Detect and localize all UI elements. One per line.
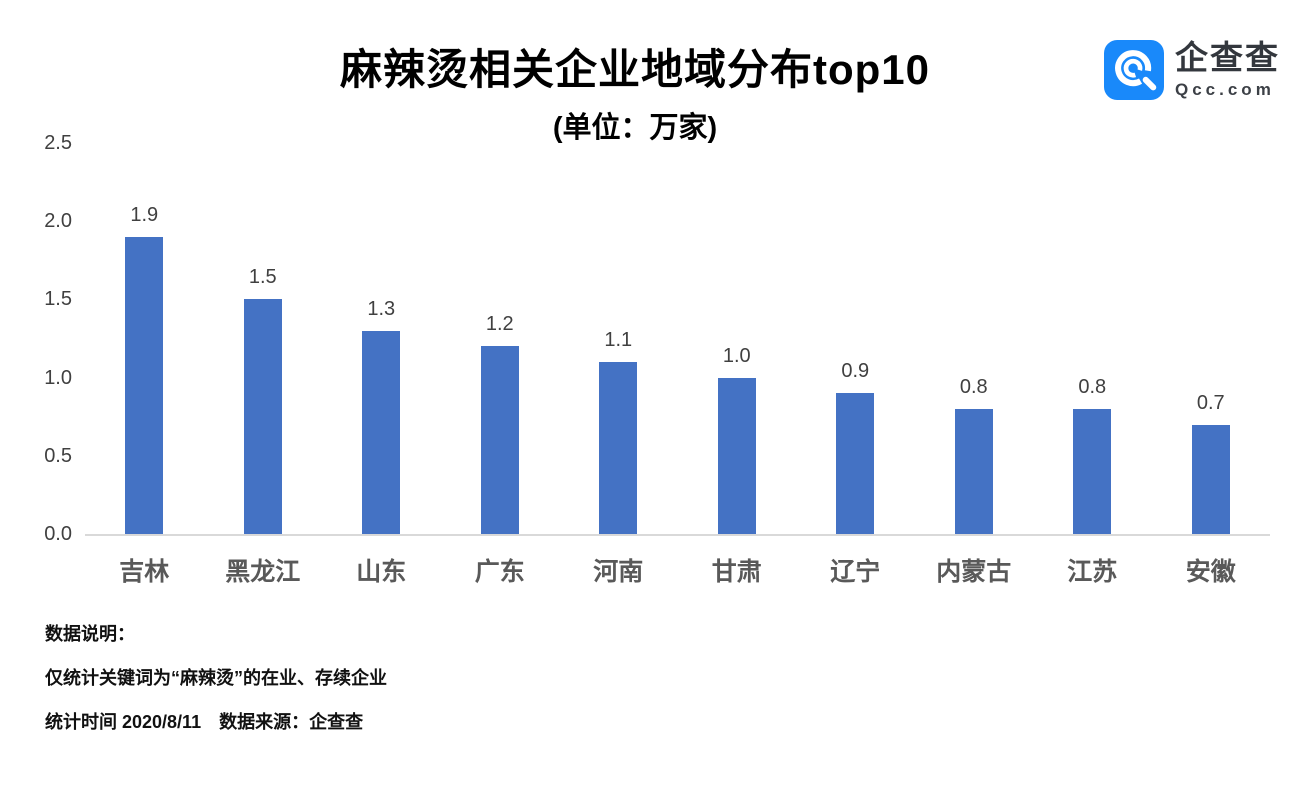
bar-value-label: 0.9 [841,360,870,382]
bar [125,237,164,534]
bar [836,393,875,534]
qcc-logo: 企查查 Qcc.com [1104,40,1280,100]
bar [1073,409,1112,534]
bar-slot: 1.1 河南 [559,143,678,586]
y-tick-label: 2.0 [44,210,72,233]
note-line-2: 统计时间 2020/8/11 数据来源：企查查 [45,712,364,732]
y-tick-label: 0.0 [44,523,72,545]
bar-slot: 1.0 甘肃 [678,143,797,586]
bar-value-label: 0.8 [1078,376,1107,398]
bar [599,362,638,534]
y-tick-label: 1.0 [44,366,72,389]
bar-value-label: 0.8 [959,376,988,398]
bar-value-label: 1.5 [248,266,277,288]
bar-value-label: 1.9 [130,204,159,226]
y-tick-label: 1.5 [44,288,72,311]
bar [243,299,282,534]
bar [1191,425,1230,534]
page-subtitle: (单位：万家) [552,112,718,144]
note-title: 数据说明： [45,624,135,644]
brand-name-en: Qcc.com [1175,79,1275,99]
category-label: 河南 [593,558,644,586]
category-label: 广东 [474,558,525,586]
qcc-logo-text: 企查查 Qcc.com [1175,40,1280,99]
bar-slot: 1.9 吉林 [85,143,204,586]
category-label: 安徽 [1185,558,1236,586]
category-label: 山东 [356,558,407,586]
bar-slot: 0.7 安徽 [1152,143,1271,586]
bar-slot: 1.5 黑龙江 [204,143,323,586]
bar-value-label: 1.2 [485,313,514,335]
bar-value-label: 0.7 [1196,392,1225,414]
plot-area: 1.9 吉林 1.5 黑龙江 1.3 山东 1.2 广东 1.1 河南 1.0 甘肃 0.9 辽宁 0.8 内… [85,143,1271,586]
y-tick-label: 2.5 [44,132,72,154]
bar [717,378,756,534]
brand-name-cn: 企查查 [1175,39,1280,77]
category-label: 甘肃 [711,558,762,586]
category-label: 内蒙古 [936,558,1012,586]
bar [954,409,993,534]
note-line-1: 仅统计关键词为“麻辣烫”的在业、存续企业 [45,668,387,688]
bar-value-label: 1.1 [604,329,633,351]
qcc-logo-icon [1104,40,1164,100]
bar-slot: 0.9 辽宁 [796,143,915,586]
bar-slot: 1.3 山东 [322,143,441,586]
category-label: 吉林 [119,558,170,586]
data-notes: 数据说明： 仅统计关键词为“麻辣烫”的在业、存续企业 统计时间 2020/8/1… [45,612,387,744]
bar [362,331,401,534]
bar-slot: 0.8 内蒙古 [915,143,1034,586]
bar-slot: 0.8 江苏 [1033,143,1152,586]
category-label: 辽宁 [830,558,881,586]
bar-value-label: 1.3 [367,298,396,320]
bar [480,346,519,534]
page-title: 麻辣烫相关企业地域分布top10 [339,46,930,93]
bar-slot: 1.2 广东 [441,143,560,586]
y-axis: 0.0 0.5 1.0 1.5 2.0 2.5 [12,132,72,545]
category-label: 黑龙江 [225,558,301,586]
category-label: 江苏 [1067,558,1118,586]
y-tick-label: 0.5 [44,444,72,467]
bar-value-label: 1.0 [722,345,751,367]
